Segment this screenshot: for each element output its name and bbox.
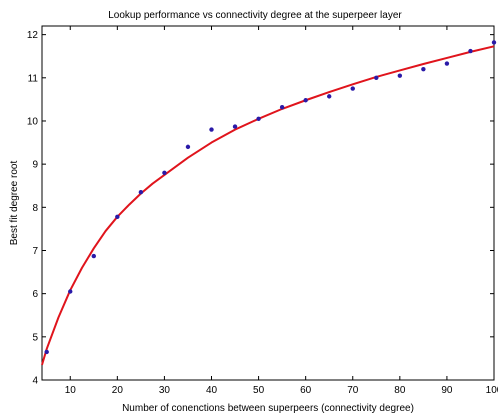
axis-tick-labels: 10 20 30 40 50 60 70 80 90 100 4 5 6 7 8 9 10 11 12: [27, 30, 498, 396]
x-tick-label: 90: [441, 385, 453, 396]
data-point: [303, 98, 308, 103]
x-tick-label: 80: [394, 385, 406, 396]
x-tick-label: 70: [347, 385, 359, 396]
y-tick-label: 5: [32, 332, 38, 343]
fit-curve-group: [41, 45, 495, 366]
data-point: [209, 127, 214, 132]
y-axis-label: Best fit degree root: [9, 161, 20, 246]
data-point: [138, 190, 144, 195]
data-point: [421, 66, 426, 72]
data-point: [491, 40, 497, 45]
data-point: [232, 124, 238, 129]
data-points: [44, 40, 497, 355]
y-tick-label: 10: [27, 116, 39, 127]
data-point: [468, 48, 473, 54]
y-tick-label: 6: [32, 289, 38, 300]
data-point: [91, 253, 96, 259]
data-point: [44, 349, 49, 355]
x-tick-label: 30: [159, 385, 171, 396]
data-point: [279, 104, 285, 110]
y-tick-label: 8: [32, 203, 38, 214]
data-point: [162, 170, 167, 175]
x-tick-label: 60: [300, 385, 312, 396]
x-tick-label: 10: [65, 385, 77, 396]
y-tick-label: 9: [32, 160, 38, 171]
plot-area: [41, 25, 495, 381]
x-tick-label: 20: [112, 385, 124, 396]
y-tick-label: 12: [27, 30, 39, 41]
data-point: [444, 61, 450, 66]
data-point: [397, 73, 403, 78]
y-tick-label: 11: [28, 73, 39, 84]
axis-ticks: [42, 26, 495, 381]
data-point: [350, 86, 355, 91]
y-tick-label: 7: [32, 246, 38, 257]
chart-title: Lookup performance vs connectivity degre…: [108, 10, 402, 21]
data-point: [115, 214, 120, 220]
fit-curve-line: [41, 45, 495, 366]
y-tick-label: 4: [32, 376, 38, 387]
x-axis-label: Number of conenctions between superpeers…: [122, 403, 414, 414]
x-tick-label: 50: [253, 385, 265, 396]
x-tick-label: 100: [486, 385, 498, 396]
data-point: [185, 144, 191, 150]
data-point: [327, 94, 332, 99]
x-tick-label: 40: [206, 385, 218, 396]
data-point: [68, 289, 73, 294]
data-point: [374, 75, 379, 81]
data-point: [256, 116, 261, 122]
